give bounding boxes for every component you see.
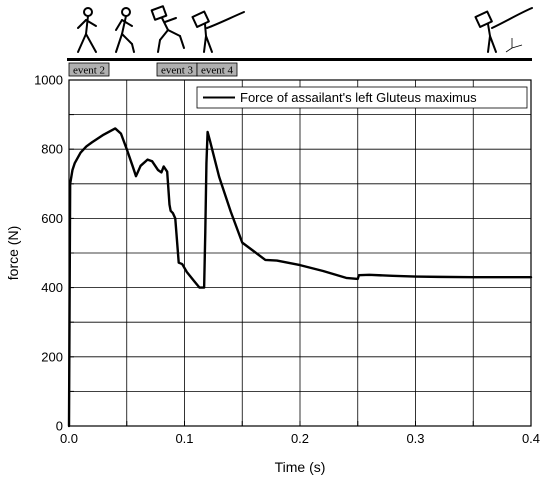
x-axis-title: Time (s) [275,459,326,475]
legend-label: Force of assailant's left Gluteus maximu… [240,90,477,105]
y-axis-ticks: 0 200 400 600 800 1000 [34,73,63,434]
legend: Force of assailant's left Gluteus maximu… [196,86,528,109]
x-tick-label: 0.0 [60,431,78,446]
y-tick-label: 1000 [34,73,63,88]
x-axis-ticks: 0.0 0.1 0.2 0.3 0.4 [60,431,540,446]
axis-triad-icon [505,38,523,53]
y-tick-label: 200 [41,349,63,364]
stick-figure-3-icon [150,5,185,53]
y-tick-label: 600 [41,211,63,226]
event-label: event 3 [161,65,194,77]
series-layer [67,127,533,428]
event-label: event 2 [73,65,105,77]
event-label: event 4 [201,65,234,77]
x-tick-label: 0.2 [291,431,309,446]
event-marker: event 2 [68,62,110,77]
stick-figure-5-icon [474,7,533,53]
event-markers: event 2 event 3 event 4 [68,62,238,77]
x-tick-label: 0.4 [522,431,540,446]
y-axis-title: force (N) [5,226,21,280]
y-tick-label: 800 [41,142,63,157]
series-line [67,127,533,428]
stick-figure-1-icon [77,7,97,53]
x-tick-label: 0.1 [175,431,193,446]
event-marker: event 3 [156,62,198,77]
grid-lines [69,80,531,426]
y-tick-label: 400 [41,280,63,295]
stick-figure-2-icon [115,7,135,53]
x-tick-label: 0.3 [406,431,424,446]
event-marker: event 4 [196,62,238,77]
legend-box [196,86,528,109]
y-tick-label: 0 [56,419,63,434]
stick-figure-4-icon [191,10,245,53]
